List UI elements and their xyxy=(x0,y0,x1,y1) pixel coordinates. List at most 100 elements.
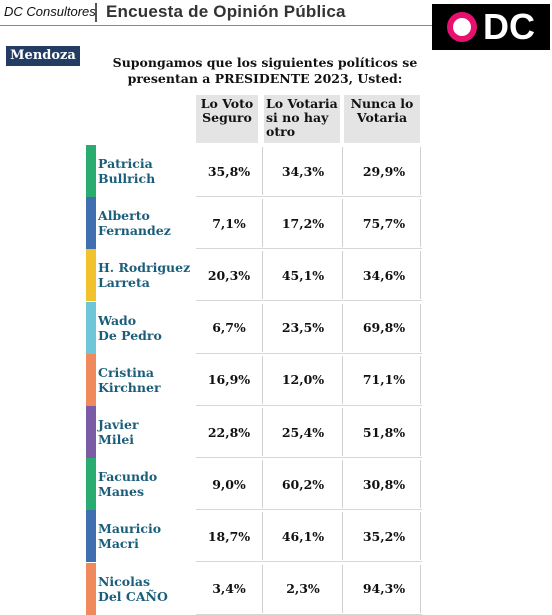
cell-divider xyxy=(342,564,343,613)
candidate-name-line-1: Nicolas xyxy=(98,573,151,589)
region-badge: Mendoza xyxy=(6,46,80,66)
table-row: H. Rodriguez Larreta 20,3% 45,1% 34,6% xyxy=(86,249,422,302)
column-header-line: Lo Voto xyxy=(200,96,254,111)
candidate-name: Cristina Kirchner xyxy=(98,354,196,406)
column-header: Lo Voto Seguro xyxy=(196,95,258,143)
candidate-name-text: Wado De Pedro xyxy=(98,313,162,343)
row-divider xyxy=(196,561,422,563)
cell-divider xyxy=(420,355,421,404)
value-cell: 20,3% xyxy=(207,267,251,283)
table-row: Mauricio Macri 18,7% 46,1% 35,2% xyxy=(86,510,422,563)
value-cell: 3,4% xyxy=(212,581,246,597)
candidate-name-line-2: Milei xyxy=(98,432,135,447)
candidate-name-line-2: De Pedro xyxy=(98,327,162,343)
cell-divider xyxy=(420,251,421,300)
candidate-name-line-2: Fernandez xyxy=(98,223,171,239)
column-header-line: Lo Votaria xyxy=(266,96,338,111)
value-cell: 18,7% xyxy=(207,528,251,544)
candidate-name: Facundo Manes xyxy=(98,458,196,510)
column-header-line: Seguro xyxy=(202,110,252,125)
candidate-name-text: H. Rodriguez Larreta xyxy=(98,260,190,290)
value-cell: 6,7% xyxy=(212,320,246,336)
cell-divider xyxy=(342,303,343,352)
column-header-line: Nunca lo xyxy=(350,96,414,111)
table-row: Alberto Fernandez 7,1% 17,2% 75,7% xyxy=(86,197,422,250)
value-cell: 34,3% xyxy=(281,163,325,179)
value-cell: 34,6% xyxy=(362,267,406,283)
row-divider xyxy=(196,613,422,615)
cell-divider xyxy=(420,199,421,248)
value-cell: 16,9% xyxy=(207,372,251,388)
cell-divider xyxy=(262,460,263,509)
value-cell: 17,2% xyxy=(281,215,325,231)
candidate-name-text: Javier Milei xyxy=(98,417,139,447)
row-divider xyxy=(196,352,422,354)
candidate-name-line-1: Alberto xyxy=(98,208,150,224)
logo-ring-icon xyxy=(447,12,477,42)
table-row: Javier Milei 22,8% 25,4% 51,8% xyxy=(86,406,422,458)
value-cell: 45,1% xyxy=(281,267,325,283)
row-divider xyxy=(196,509,422,511)
value-cell: 35,2% xyxy=(362,528,406,544)
table-row: Patricia Bullrich 35,8% 34,3% 29,9% xyxy=(86,145,422,197)
candidate-name-line-1: Patricia xyxy=(98,156,153,171)
candidate-name-line-2: Macri xyxy=(98,536,139,552)
cell-divider xyxy=(262,303,263,352)
value-cell: 94,3% xyxy=(362,581,406,597)
value-cell: 30,8% xyxy=(362,476,406,492)
cell-divider xyxy=(262,564,263,613)
cell-divider xyxy=(420,147,421,195)
candidate-name-line-2: Manes xyxy=(98,484,145,500)
column-header: Nunca lo Votaria xyxy=(344,95,420,143)
value-cell: 35,8% xyxy=(207,163,251,179)
row-divider xyxy=(196,404,422,406)
cell-divider xyxy=(420,460,421,509)
candidate-name-line-1: H. Rodriguez xyxy=(98,260,191,276)
cell-divider xyxy=(342,408,343,456)
candidate-name-text: Alberto Fernandez xyxy=(98,208,171,238)
candidate-color-bar xyxy=(86,353,96,406)
candidate-name-text: Mauricio Macri xyxy=(98,521,161,551)
row-divider xyxy=(196,248,422,250)
candidate-color-bar xyxy=(86,301,96,354)
candidate-name-text: Nicolas Del CAÑO xyxy=(98,574,168,604)
column-header-line: otro xyxy=(266,124,296,139)
survey-question: Supongamos que los siguientes políticos … xyxy=(110,55,420,87)
cell-divider xyxy=(262,512,263,561)
cell-divider xyxy=(342,147,343,195)
cell-divider xyxy=(262,355,263,404)
candidate-color-bar xyxy=(86,406,96,458)
candidate-color-bar xyxy=(86,510,96,563)
odc-logo: DC xyxy=(432,4,550,50)
candidate-color-bar xyxy=(86,458,96,511)
candidate-name-line-1: Wado xyxy=(98,312,137,328)
cell-divider xyxy=(342,355,343,404)
brand-name: DC Consultores xyxy=(4,4,96,19)
candidate-name-line-2: Kirchner xyxy=(98,379,161,395)
question-line-1: Supongamos que los siguientes políticos … xyxy=(112,55,418,70)
value-cell: 69,8% xyxy=(362,320,406,336)
cell-divider xyxy=(342,199,343,248)
candidate-name: Wado De Pedro xyxy=(98,302,196,354)
candidate-name: Mauricio Macri xyxy=(98,510,196,562)
value-cell: 2,3% xyxy=(286,581,320,597)
cell-divider xyxy=(420,303,421,352)
candidate-name-line-1: Mauricio xyxy=(98,521,162,537)
logo-text: DC xyxy=(483,6,535,47)
candidate-name-line-1: Facundo xyxy=(98,469,158,485)
value-cell: 22,8% xyxy=(207,424,251,440)
candidate-name: H. Rodriguez Larreta xyxy=(98,249,196,301)
value-cell: 51,8% xyxy=(362,424,406,440)
value-cell: 12,0% xyxy=(281,372,325,388)
value-cell: 7,1% xyxy=(212,215,246,231)
value-cell: 46,1% xyxy=(281,528,325,544)
candidate-name-line-1: Cristina xyxy=(98,364,155,380)
value-cell: 75,7% xyxy=(362,215,406,231)
table-row: Cristina Kirchner 16,9% 12,0% 71,1% xyxy=(86,353,422,406)
candidate-name-text: Facundo Manes xyxy=(98,469,157,499)
cell-divider xyxy=(342,460,343,509)
cell-divider xyxy=(262,251,263,300)
candidate-name: Alberto Fernandez xyxy=(98,197,196,249)
row-divider xyxy=(196,457,422,458)
candidate-name: Patricia Bullrich xyxy=(98,145,196,197)
